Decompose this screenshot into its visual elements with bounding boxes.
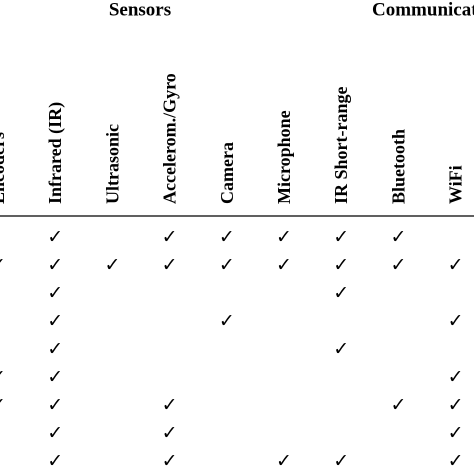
column-header: Ultrasonic — [102, 124, 122, 204]
check-mark: ✓ — [162, 254, 178, 276]
check-mark: ✓ — [448, 422, 464, 444]
check-mark: ✓ — [390, 394, 406, 416]
check-mark: ✓ — [47, 310, 63, 332]
column-header: Infrared (IR) — [45, 102, 66, 204]
check-mark: ✓ — [47, 338, 63, 360]
column-header: WiFi — [446, 165, 466, 204]
check-mark: ✓ — [47, 394, 63, 416]
check-mark: ✓ — [219, 226, 235, 248]
column-header: Camera — [217, 142, 237, 204]
column-header: Encoders — [0, 132, 8, 204]
check-mark: ✓ — [162, 394, 178, 416]
check-mark: ✓ — [390, 226, 406, 248]
check-mark: ✓ — [47, 226, 63, 248]
group-header: Communication — [372, 0, 474, 21]
check-mark: ✓ — [47, 282, 63, 304]
check-mark: ✓ — [0, 254, 6, 276]
check-mark: ✓ — [333, 226, 349, 248]
check-mark: ✓ — [448, 394, 464, 416]
check-mark: ✓ — [333, 282, 349, 304]
check-mark: ✓ — [448, 450, 464, 472]
group-header: Sensors — [109, 0, 171, 21]
check-mark: ✓ — [333, 338, 349, 360]
check-mark: ✓ — [448, 310, 464, 332]
check-mark: ✓ — [276, 450, 292, 472]
check-mark: ✓ — [162, 422, 178, 444]
check-mark: ✓ — [333, 254, 349, 276]
column-header: IR Short-range — [331, 86, 351, 204]
check-mark: ✓ — [47, 366, 63, 388]
check-mark: ✓ — [276, 254, 292, 276]
check-mark: ✓ — [47, 450, 63, 472]
check-mark: ✓ — [219, 254, 235, 276]
check-mark: ✓ — [162, 226, 178, 248]
check-mark: ✓ — [219, 310, 235, 332]
check-mark: ✓ — [0, 366, 6, 388]
check-mark: ✓ — [162, 450, 178, 472]
check-mark: ✓ — [47, 254, 63, 276]
check-mark: ✓ — [448, 366, 464, 388]
column-header: Microphone — [274, 110, 294, 204]
column-header: Bluetooth — [388, 129, 408, 204]
check-mark: ✓ — [104, 254, 120, 276]
column-header: Accelerom./Gyro — [160, 73, 180, 204]
check-mark: ✓ — [333, 450, 349, 472]
check-mark: ✓ — [448, 254, 464, 276]
check-mark: ✓ — [0, 394, 6, 416]
check-mark: ✓ — [390, 254, 406, 276]
check-mark: ✓ — [276, 226, 292, 248]
check-mark: ✓ — [47, 422, 63, 444]
